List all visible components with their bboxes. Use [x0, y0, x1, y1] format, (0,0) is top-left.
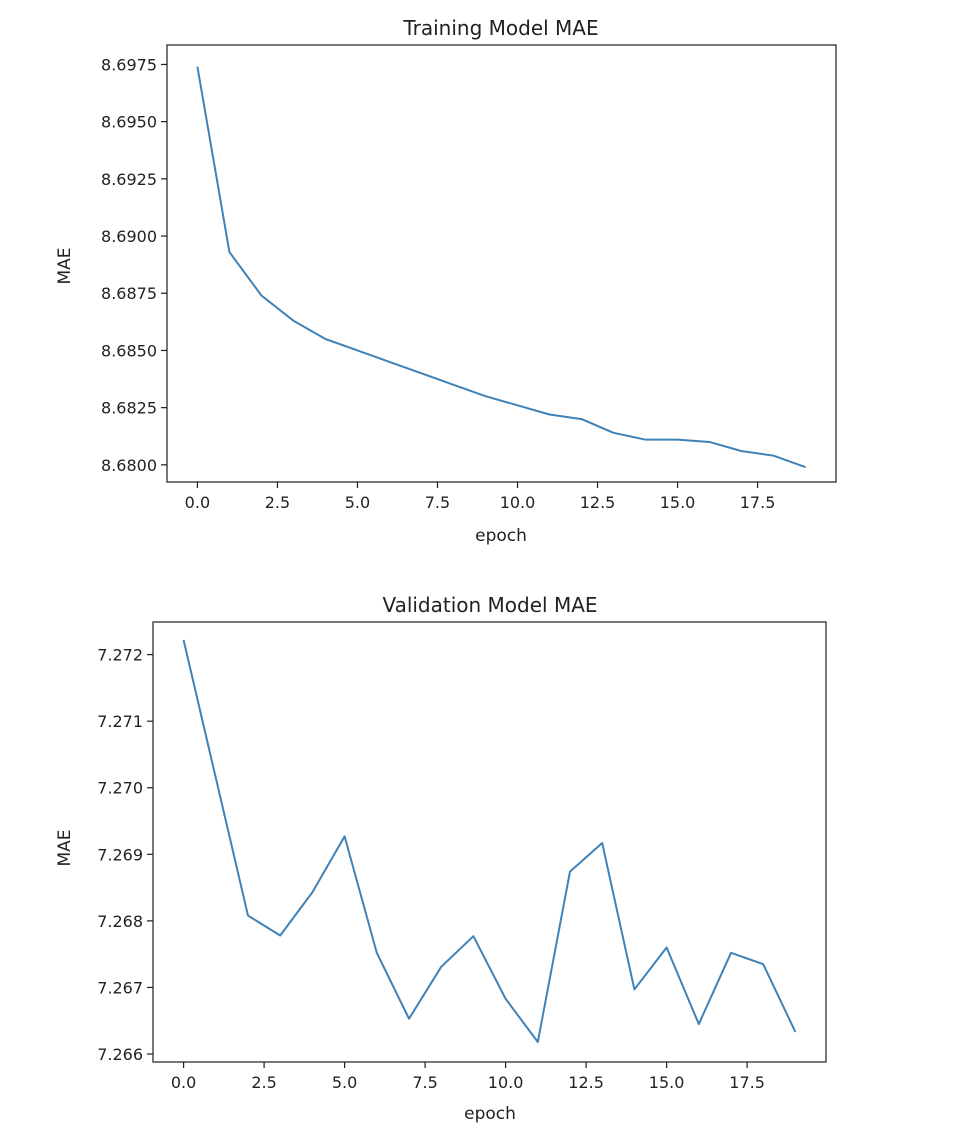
- training-y-tick-label: 8.6850: [101, 341, 157, 360]
- validation-y-tick-label: 7.268: [97, 912, 143, 931]
- validation-chart-y-ticks: 7.266 7.267 7.268 7.269 7.270 7.271 7.272: [97, 646, 153, 1064]
- training-chart-y-axis-label: MAE: [55, 247, 75, 284]
- validation-x-tick-label: 15.0: [649, 1073, 685, 1092]
- validation-y-tick-label: 7.270: [97, 779, 143, 798]
- training-chart-y-ticks: 8.6800 8.6825 8.6850 8.6875 8.6900 8.6925 8.69…: [101, 55, 167, 475]
- training-x-tick-label: 5.0: [345, 493, 370, 512]
- training-x-tick-label: 12.5: [580, 493, 616, 512]
- validation-x-tick-label: 17.5: [729, 1073, 765, 1092]
- validation-mae-series-line: [182, 639, 797, 1044]
- validation-chart-y-axis-label: MAE: [55, 829, 75, 866]
- training-y-tick-label: 8.6925: [101, 170, 157, 189]
- validation-x-tick-label: 7.5: [412, 1073, 437, 1092]
- validation-x-tick-label: 2.5: [251, 1073, 276, 1092]
- training-y-tick-label: 8.6900: [101, 227, 157, 246]
- training-chart-x-ticks: 0.0 2.5 5.0 7.5 10.0 12.5 15.0 17.5: [185, 482, 776, 512]
- training-x-tick-label: 2.5: [265, 493, 290, 512]
- training-y-tick-label: 8.6950: [101, 113, 157, 132]
- validation-x-tick-label: 5.0: [332, 1073, 357, 1092]
- training-y-tick-label: 8.6875: [101, 284, 157, 303]
- training-x-tick-label: 17.5: [740, 493, 776, 512]
- validation-x-tick-label: 10.0: [488, 1073, 524, 1092]
- validation-y-tick-label: 7.267: [97, 978, 143, 997]
- validation-chart: Validation Model MAE epoch MAE 0.0 2.5 5.0…: [55, 593, 827, 1124]
- training-y-tick-label: 8.6825: [101, 399, 157, 418]
- training-x-tick-label: 10.0: [500, 493, 536, 512]
- validation-y-tick-label: 7.269: [97, 845, 143, 864]
- validation-chart-x-ticks: 0.0 2.5 5.0 7.5 10.0 12.5 15.0 17.5: [171, 1062, 765, 1092]
- validation-chart-x-axis-label: epoch: [464, 1104, 516, 1124]
- training-chart-plot-frame: [166, 44, 837, 483]
- validation-x-tick-label: 0.0: [171, 1073, 196, 1092]
- training-x-tick-label: 7.5: [425, 493, 450, 512]
- training-y-tick-label: 8.6800: [101, 456, 157, 475]
- validation-y-tick-label: 7.272: [97, 646, 143, 665]
- training-mae-series-line: [196, 66, 806, 469]
- training-chart-x-axis-label: epoch: [475, 526, 527, 546]
- training-y-tick-label: 8.6975: [101, 55, 157, 74]
- validation-x-tick-label: 12.5: [568, 1073, 604, 1092]
- validation-y-tick-label: 7.271: [97, 712, 143, 731]
- validation-y-tick-label: 7.266: [97, 1045, 143, 1064]
- training-chart-title: Training Model MAE: [402, 16, 598, 40]
- validation-chart-plot-frame: [152, 621, 827, 1063]
- training-chart: Training Model MAE epoch MAE 0.0 2.5 5.0 7.…: [55, 16, 837, 546]
- training-x-tick-label: 15.0: [660, 493, 696, 512]
- training-x-tick-label: 0.0: [185, 493, 210, 512]
- validation-chart-title: Validation Model MAE: [382, 593, 597, 617]
